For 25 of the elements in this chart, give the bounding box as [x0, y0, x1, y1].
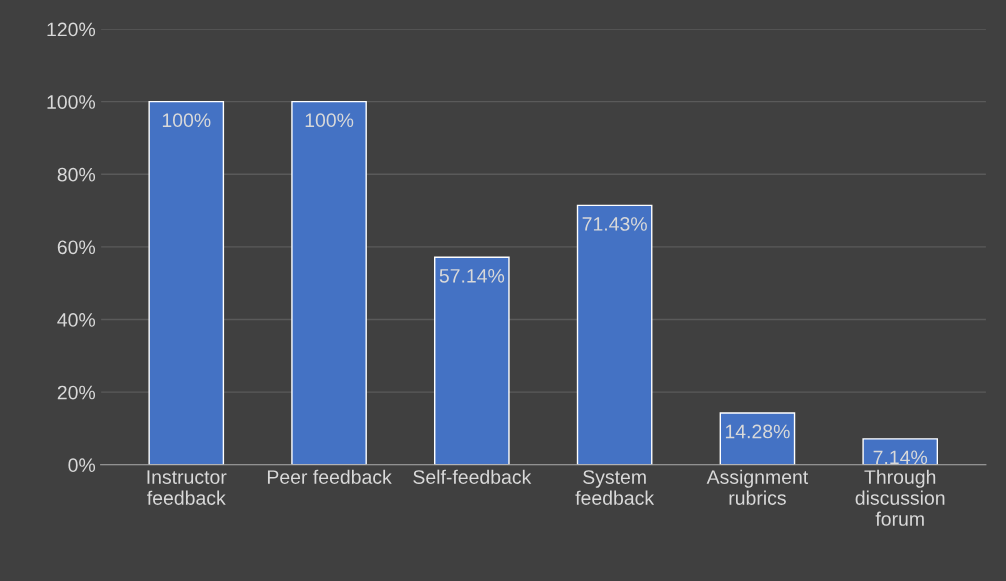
x-tick-label: Self-feedback — [413, 469, 532, 484]
bar — [291, 100, 367, 465]
bar — [434, 256, 510, 465]
bar — [862, 438, 939, 465]
x-tick-label: Through discussion forum — [855, 469, 945, 526]
x-tick-label: Assignment rubrics — [706, 469, 809, 505]
data-label: 100% — [305, 113, 354, 128]
y-tick-label: 20% — [57, 385, 96, 400]
y-tick-label: 60% — [57, 240, 96, 255]
data-label: 71.43% — [582, 217, 647, 231]
y-tick-label: 0% — [68, 458, 96, 473]
x-tick-label: System feedback — [575, 470, 655, 505]
y-tick-label: 80% — [57, 167, 96, 182]
bar — [719, 412, 796, 465]
data-label: 14.28% — [725, 424, 790, 439]
y-tick-label: 120% — [47, 22, 96, 37]
data-label: 7.14% — [873, 450, 928, 465]
bar — [576, 204, 653, 465]
data-label: 57.14% — [439, 269, 505, 283]
data-label: 100% — [162, 113, 211, 128]
y-tick-label: 100% — [47, 95, 96, 109]
bar — [148, 100, 225, 465]
x-tick-label: Instructor feedback — [147, 470, 227, 505]
y-tick-label: 40% — [57, 313, 96, 327]
x-tick-label: Peer feedback — [267, 469, 392, 484]
